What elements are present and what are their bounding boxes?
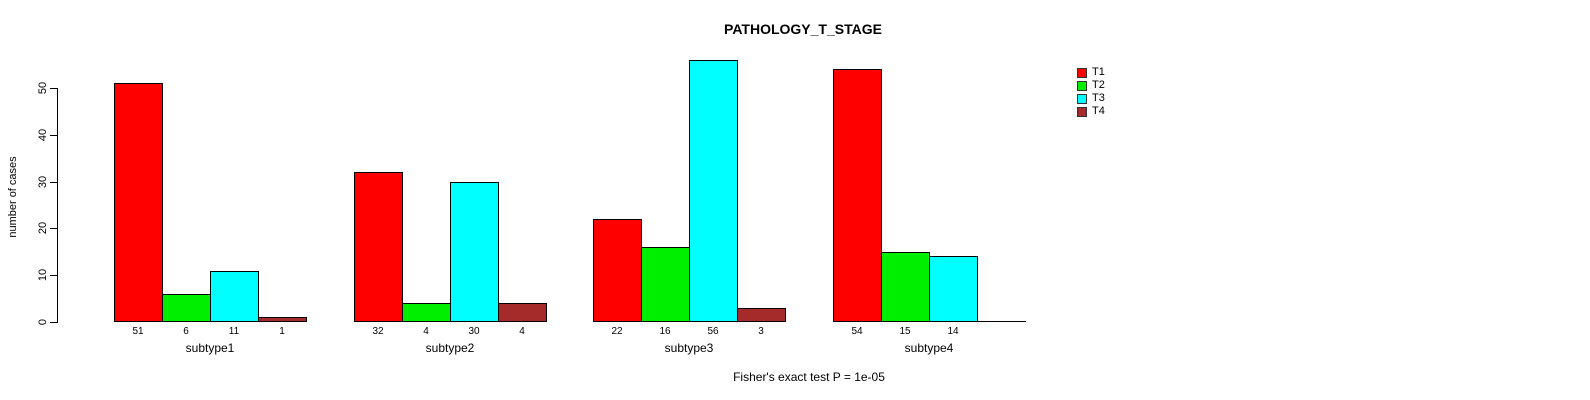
chart-title: PATHOLOGY_T_STAGE — [724, 21, 882, 37]
y-axis-label: number of cases — [7, 156, 19, 238]
bar-T2-subtype4 — [881, 252, 930, 322]
legend-label-T4: T4 — [1092, 105, 1105, 117]
legend-item-T1: T1 — [1077, 66, 1105, 79]
bar-T2-subtype3 — [641, 247, 690, 322]
bar-value-T4-subtype3: 3 — [758, 326, 764, 337]
bar-value-T1-subtype2: 32 — [372, 326, 384, 337]
bar-value-T3-subtype4: 14 — [947, 326, 959, 337]
bar-T1-subtype2 — [354, 172, 403, 322]
bar-value-T1-subtype1: 51 — [132, 326, 144, 337]
bar-T2-subtype1 — [162, 294, 211, 322]
bar-T4-subtype2 — [498, 303, 547, 322]
bar-T4-subtype3 — [737, 308, 786, 322]
y-tick-label-50: 50 — [37, 81, 49, 95]
bar-T3-subtype1 — [210, 271, 259, 322]
y-tick-label-40: 40 — [37, 128, 49, 141]
y-tick-line-30 — [50, 181, 57, 183]
y-tick-label-30: 30 — [37, 175, 49, 188]
y-tick-line-20 — [50, 228, 57, 230]
bar-value-T2-subtype3: 16 — [659, 326, 671, 337]
bar-T1-subtype3 — [593, 219, 642, 322]
bar-T3-subtype2 — [450, 182, 499, 322]
bar-value-T4-subtype1: 1 — [279, 326, 285, 337]
bar-T2-subtype2 — [402, 303, 451, 322]
legend-label-T1: T1 — [1092, 66, 1105, 78]
group-label-subtype1: subtype1 — [185, 341, 235, 355]
group-label-subtype4: subtype4 — [904, 341, 954, 355]
group-label-subtype2: subtype2 — [425, 341, 475, 355]
legend-label-T3: T3 — [1092, 92, 1105, 104]
bar-T3-subtype4 — [929, 256, 978, 322]
legend-item-T4: T4 — [1077, 105, 1105, 118]
legend-swatch-T4 — [1077, 106, 1087, 117]
legend-item-T3: T3 — [1077, 92, 1105, 105]
legend-swatch-T2 — [1077, 80, 1087, 91]
y-tick-line-40 — [50, 134, 57, 136]
bar-value-T2-subtype4: 15 — [899, 326, 911, 337]
y-tick-label-0: 0 — [37, 318, 49, 326]
bar-value-T4-subtype2: 4 — [519, 326, 525, 337]
y-axis-line — [57, 88, 58, 323]
bar-value-T3-subtype2: 30 — [468, 326, 480, 337]
bar-value-T1-subtype4: 54 — [851, 326, 863, 337]
fisher-test-annotation: Fisher's exact test P = 1e-05 — [733, 370, 885, 384]
bar-T3-subtype3 — [689, 60, 738, 322]
legend-swatch-T3 — [1077, 93, 1087, 104]
bar-T1-subtype4 — [833, 69, 882, 322]
bar-value-T2-subtype2: 4 — [423, 326, 429, 337]
bar-value-T3-subtype3: 56 — [707, 326, 719, 337]
y-tick-line-10 — [50, 275, 57, 277]
bar-T4-subtype1 — [258, 317, 307, 322]
group-label-subtype3: subtype3 — [664, 341, 714, 355]
bar-value-T1-subtype3: 22 — [611, 326, 623, 337]
y-tick-line-50 — [50, 88, 57, 89]
legend-label-T2: T2 — [1092, 79, 1105, 91]
bar-value-T2-subtype1: 6 — [183, 326, 189, 337]
legend-swatch-T1 — [1077, 67, 1087, 78]
y-tick-line-0 — [50, 322, 57, 323]
y-tick-label-10: 10 — [37, 269, 49, 282]
bar-T1-subtype1 — [114, 83, 163, 322]
y-tick-label-20: 20 — [37, 222, 49, 235]
bar-value-T3-subtype1: 11 — [228, 326, 240, 337]
legend: T1 T2 T3 T4 — [1077, 66, 1105, 118]
legend-item-T2: T2 — [1077, 79, 1105, 92]
